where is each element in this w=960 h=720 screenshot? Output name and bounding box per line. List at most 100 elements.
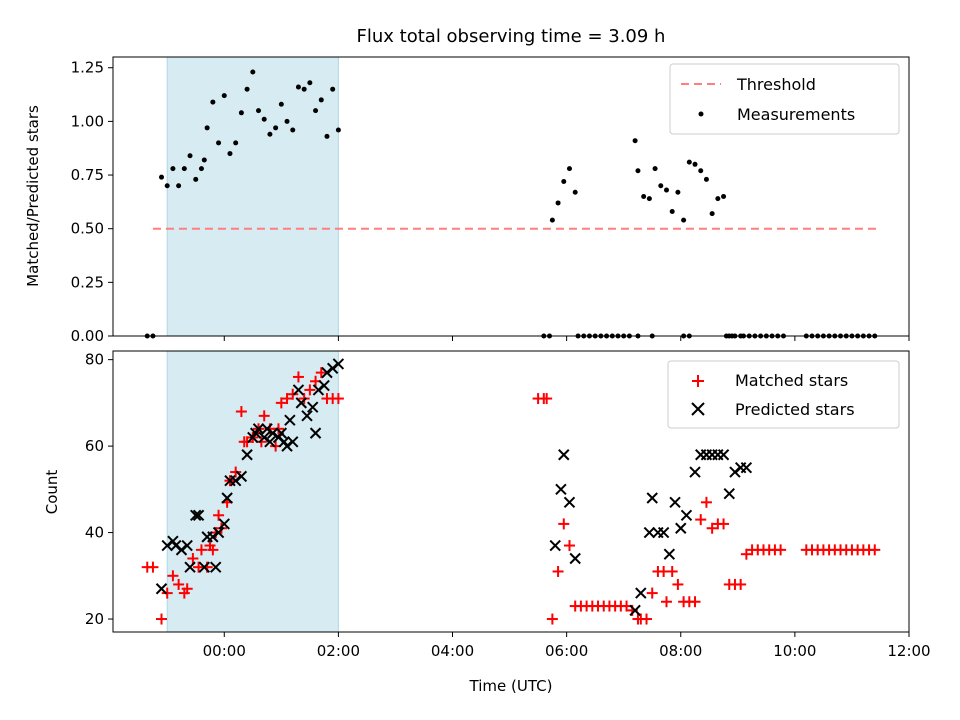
- matched-star-point: [869, 544, 881, 556]
- predicted-star-point: [657, 526, 670, 539]
- measurement-point: [561, 178, 567, 184]
- measurement-point: [301, 86, 307, 92]
- predicted-star-point: [680, 509, 693, 521]
- measurement-point: [658, 183, 664, 189]
- matched-star-point: [213, 509, 225, 521]
- measurement-point: [335, 127, 341, 133]
- measurement-point: [324, 133, 330, 139]
- measurement-point: [572, 189, 578, 195]
- matched-star-point: [161, 587, 173, 599]
- predicted-star-point: [221, 492, 233, 504]
- matched-star-point: [315, 367, 327, 379]
- measurement-point: [261, 116, 267, 122]
- predicted-star-point: [675, 522, 687, 534]
- measurement-point: [204, 125, 210, 131]
- matched-star-point: [241, 436, 253, 448]
- predicted-star-point: [332, 358, 345, 370]
- x-tick-label: 04:00: [431, 642, 474, 660]
- predicted-star-point: [663, 548, 676, 560]
- measurement-point: [181, 166, 187, 172]
- matched-star-point: [287, 388, 299, 400]
- predicted-star-point: [184, 561, 196, 573]
- matched-star-point: [706, 522, 718, 534]
- matched-star-point: [641, 613, 653, 625]
- matched-star-point: [700, 496, 712, 508]
- measurement-point: [663, 187, 669, 193]
- measurement-point: [330, 86, 336, 92]
- matched-star-point: [156, 613, 168, 625]
- predicted-star-point: [635, 587, 647, 599]
- predicted-star-point: [198, 561, 211, 573]
- predicted-star-point: [264, 436, 276, 448]
- predicted-star-point: [669, 496, 681, 509]
- measurement-point: [256, 108, 262, 114]
- measurement-point: [159, 174, 165, 180]
- measurement-point: [307, 80, 313, 86]
- measurement-point: [233, 140, 239, 146]
- predicted-star-point: [295, 397, 308, 409]
- predicted-star-point: [301, 410, 313, 422]
- predicted-star-point: [717, 449, 730, 461]
- legend-threshold-label: Threshold: [736, 75, 816, 94]
- matched-star-point: [563, 540, 575, 552]
- matched-star-point: [660, 596, 672, 608]
- y-tick-label: 1.00: [71, 112, 104, 130]
- matched-star-point: [292, 371, 304, 383]
- matched-star-point: [281, 393, 293, 405]
- matched-star-point: [173, 578, 185, 590]
- measurement-point: [273, 125, 279, 131]
- predicted-stars-points: [155, 358, 753, 617]
- measurement-point: [313, 108, 319, 114]
- measurement-point: [221, 93, 227, 99]
- chart-title: Flux total observing time = 3.09 h: [357, 26, 666, 47]
- matched-star-point: [272, 423, 284, 435]
- bottom-y-ticks: 20 40 60 80: [85, 351, 113, 628]
- measurement-point: [692, 161, 698, 167]
- legend-predicted-label: Predicted stars: [735, 400, 855, 419]
- predicted-star-point: [307, 401, 319, 413]
- measurement-point: [238, 110, 244, 116]
- bottom-x-ticks: 00:00 02:00 04:00 06:00 08:00 10:00 12:00: [203, 632, 931, 660]
- predicted-star-point: [287, 436, 299, 448]
- legend-matched-label: Matched stars: [735, 371, 848, 390]
- predicted-star-point: [563, 496, 576, 509]
- measurement-point: [652, 166, 658, 172]
- predicted-star-point: [646, 492, 658, 504]
- predicted-star-point: [275, 427, 288, 439]
- measurement-point: [641, 194, 647, 199]
- top-panel: 0.00 0.25 0.50 0.75 1.00 1.25 Matched/Predict…: [24, 56, 910, 345]
- top-legend: Threshold Measurements: [669, 63, 900, 135]
- y-tick-label: 40: [85, 524, 104, 542]
- predicted-star-point: [558, 449, 570, 461]
- x-tick-label: 12:00: [887, 642, 930, 660]
- legend-measurements-label: Measurements: [737, 105, 855, 124]
- matched-stars-points: [141, 367, 881, 625]
- measurement-point: [318, 97, 324, 103]
- measurement-point: [635, 168, 641, 174]
- matched-star-point: [195, 544, 207, 556]
- matched-star-point: [541, 393, 553, 405]
- top-legend-box: [669, 63, 900, 135]
- matched-star-point: [546, 613, 558, 625]
- bottom-legend: Matched stars Predicted stars: [667, 360, 900, 429]
- y-tick-label: 60: [85, 437, 104, 455]
- matched-star-point: [181, 583, 193, 595]
- measurement-point: [686, 159, 692, 165]
- predicted-star-point: [241, 449, 253, 461]
- predicted-star-point: [181, 539, 193, 552]
- measurement-point: [278, 101, 284, 107]
- measurement-point: [675, 189, 681, 195]
- matched-star-point: [646, 587, 658, 599]
- predicted-star-point: [549, 539, 561, 552]
- top-x-ticks: [223, 336, 910, 341]
- predicted-star-point: [192, 509, 205, 521]
- matched-star-point: [558, 518, 570, 530]
- predicted-star-point: [190, 509, 202, 521]
- matched-star-point: [552, 565, 564, 577]
- y-tick-label: 1.25: [71, 59, 104, 77]
- matched-star-point: [695, 514, 707, 526]
- top-observing-span: [166, 56, 339, 337]
- measurement-point: [284, 118, 290, 124]
- x-tick-label: 06:00: [545, 642, 588, 660]
